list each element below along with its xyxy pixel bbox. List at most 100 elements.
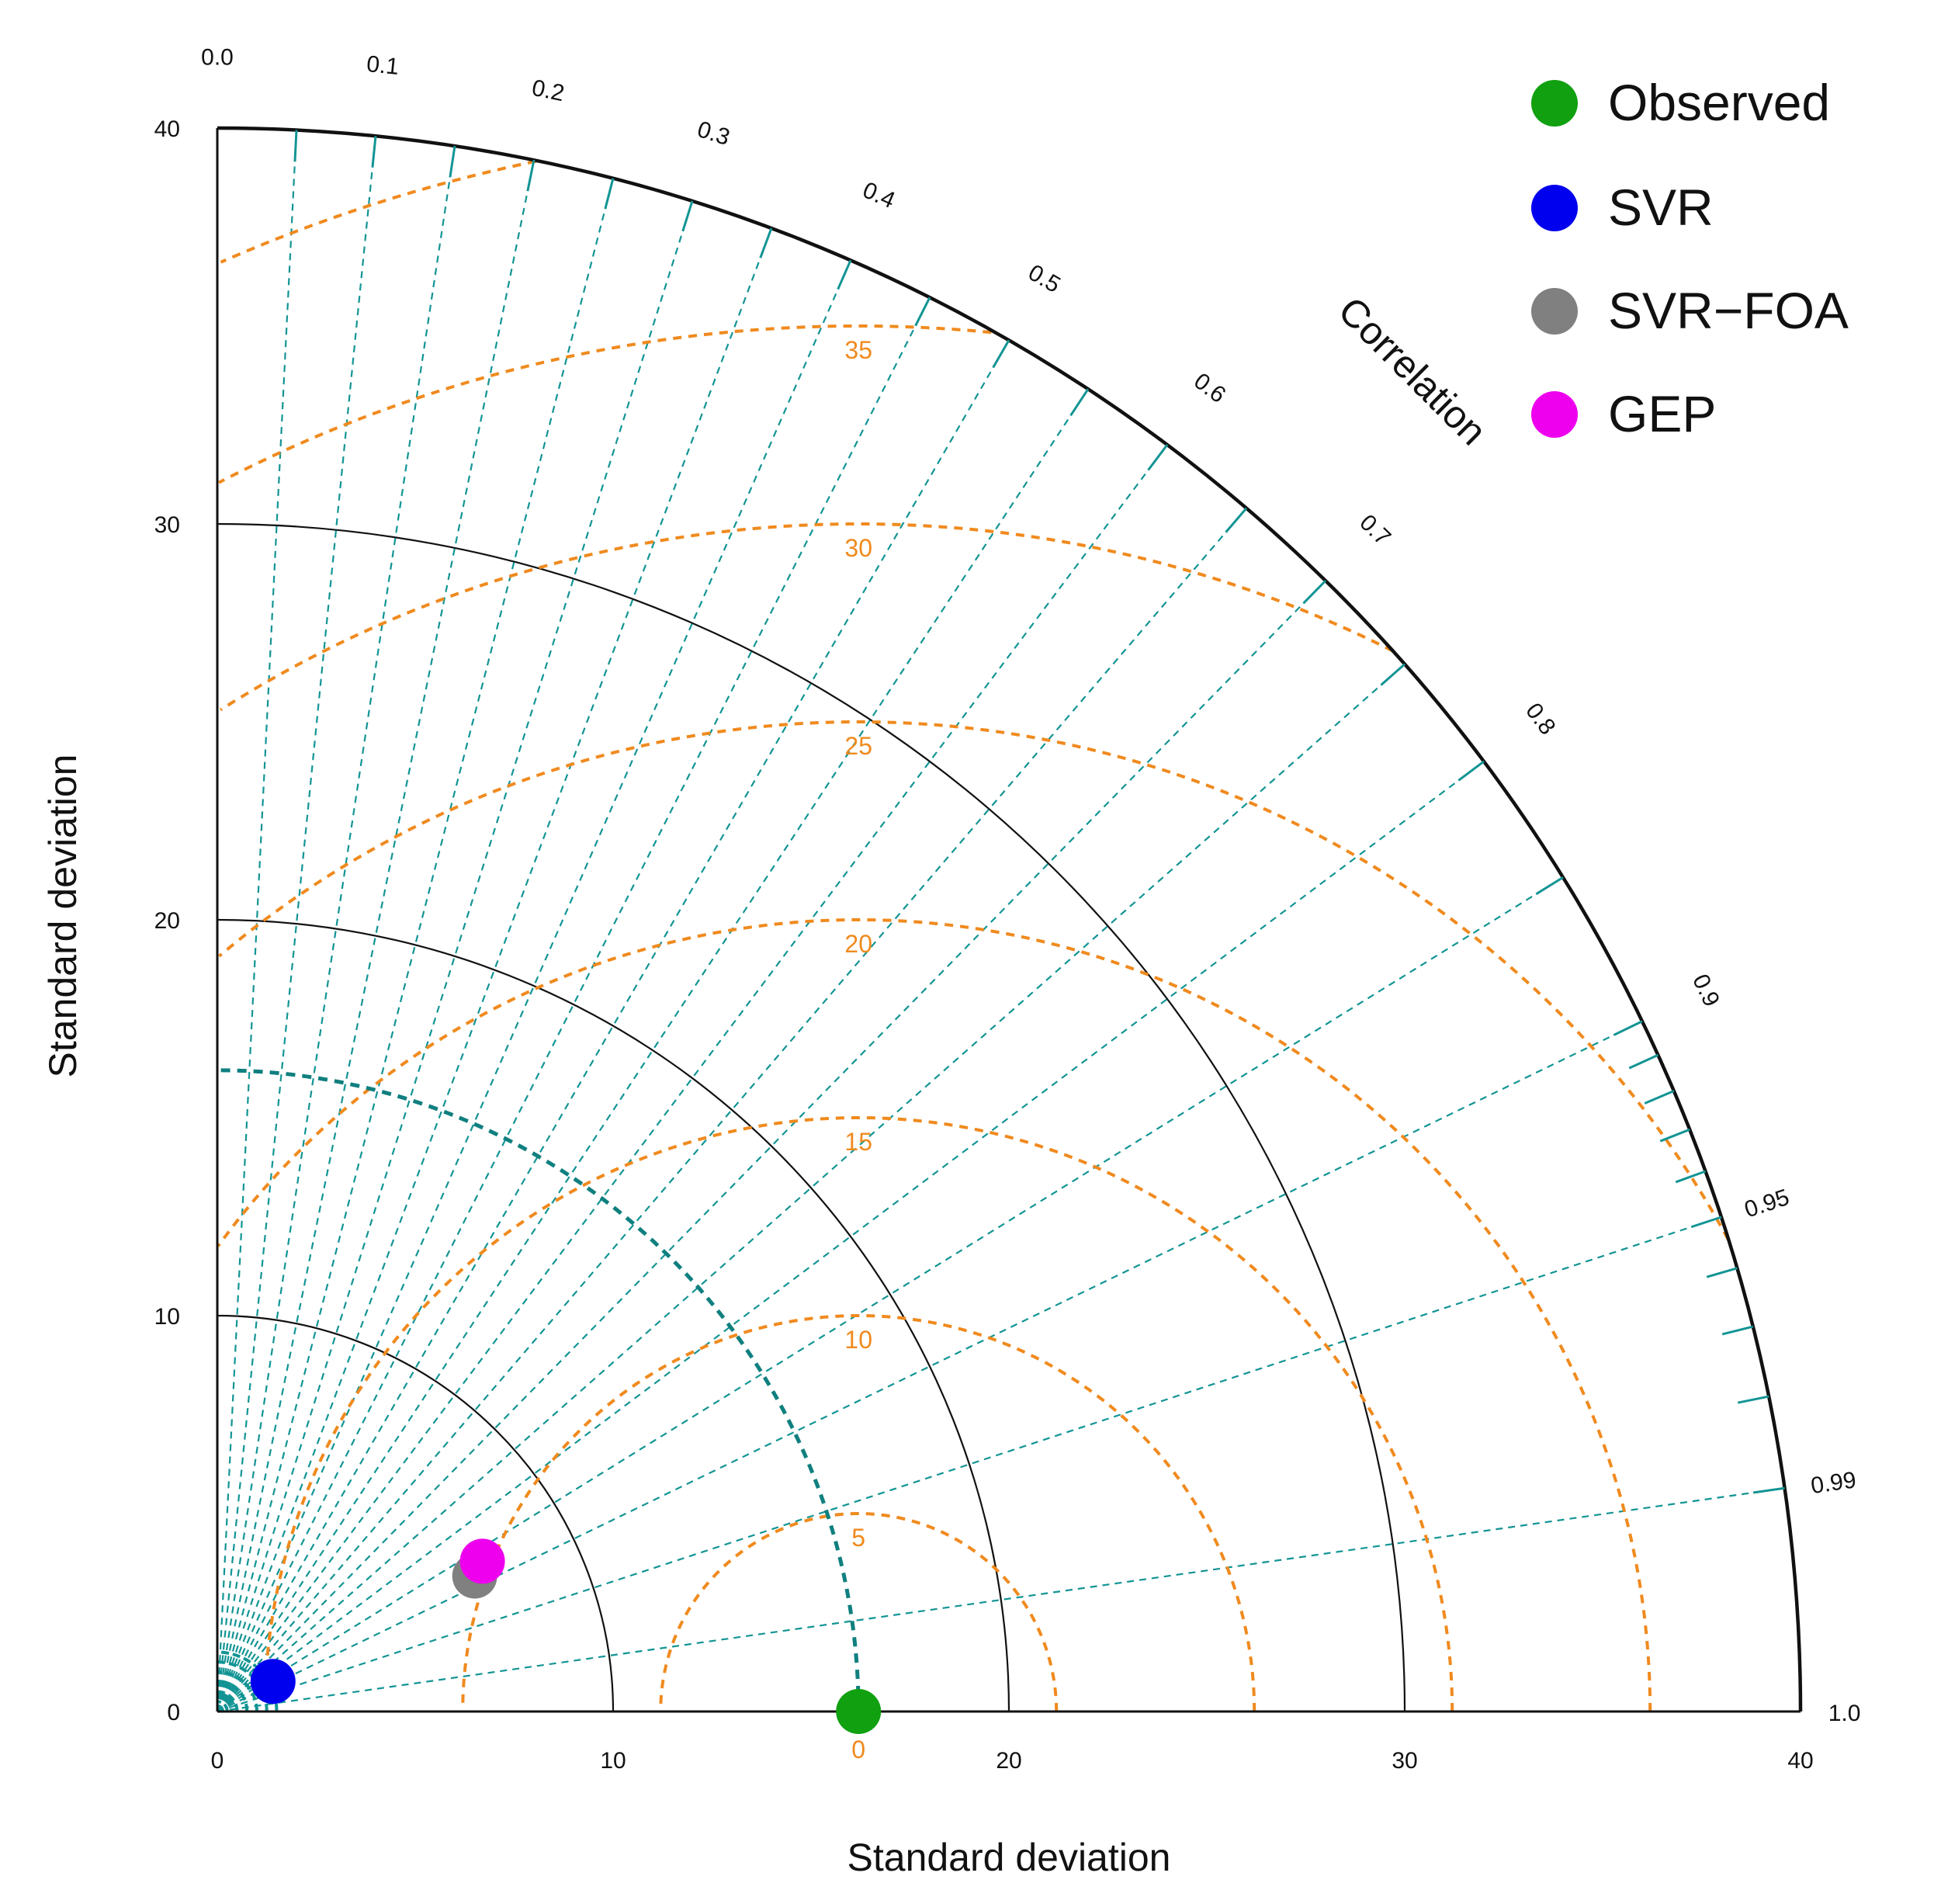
correlation-tick-label-0.0: 0.0 xyxy=(201,44,234,70)
correlation-tick-label-0.99: 0.99 xyxy=(1809,1467,1857,1499)
correlation-minor-tick-0.97 xyxy=(1721,1325,1754,1336)
correlation-tick-label-0.3: 0.3 xyxy=(695,116,733,151)
y-tick-label-10: 10 xyxy=(154,1304,180,1330)
correlation-line-0.7 xyxy=(217,580,1326,1712)
correlation-minor-tick-0.98 xyxy=(1737,1395,1769,1404)
inner-arc-2 xyxy=(217,1690,239,1712)
legend-marker-svr-foa xyxy=(1531,288,1578,335)
correlation-line-0.65 xyxy=(217,508,1247,1712)
rms-label-25: 25 xyxy=(844,732,872,760)
correlation-tick-label-0.4: 0.4 xyxy=(859,177,899,213)
rms-contour-30 xyxy=(220,522,1394,712)
correlation-line-0.8 xyxy=(217,761,1485,1712)
std-arc-10 xyxy=(217,1314,615,1712)
correlation-minor-tick-0.92 xyxy=(1644,1090,1675,1105)
legend-marker-svr xyxy=(1531,185,1578,231)
correlation-tick-0.75 xyxy=(1380,663,1405,686)
rms-label-30: 30 xyxy=(844,534,872,562)
correlation-tick-0.85 xyxy=(1535,876,1564,896)
correlation-line-0.4 xyxy=(216,259,852,1712)
rms-contour-5 xyxy=(659,1512,1059,1712)
correlation-tick-0.4 xyxy=(837,259,852,290)
correlation-tick-label-0.1: 0.1 xyxy=(366,51,400,80)
correlation-tick-0.6 xyxy=(1147,444,1169,471)
legend-marker-gep xyxy=(1531,391,1578,438)
correlation-tick-label-0.2: 0.2 xyxy=(529,75,566,107)
legend-label-observed: Observed xyxy=(1608,74,1830,131)
correlation-tick-0.45 xyxy=(914,297,931,327)
correlation-tick-label-0.6: 0.6 xyxy=(1189,368,1230,408)
rms-contour-10 xyxy=(461,1314,1256,1712)
std-arc-20 xyxy=(217,918,1010,1712)
x-tick-label-20: 20 xyxy=(996,1748,1021,1774)
correlation-tick-0.9 xyxy=(1613,1020,1643,1036)
correlation-minor-tick-0.96 xyxy=(1706,1267,1738,1278)
legend-label-svr: SVR xyxy=(1608,179,1714,236)
correlation-minor-tick-0.91 xyxy=(1628,1053,1659,1070)
correlation-line-0.1 xyxy=(216,136,377,1712)
correlation-tick-0.8 xyxy=(1457,760,1485,782)
correlation-tick-0.95 xyxy=(1690,1216,1722,1229)
y-tick-label-30: 30 xyxy=(154,512,180,538)
rms-contour-25 xyxy=(218,720,1730,1240)
data-points xyxy=(250,1538,882,1734)
rms-contour-20 xyxy=(217,917,1652,1712)
legend: Observed SVR SVR−FOA GEP xyxy=(1531,74,1849,442)
rms-label-35: 35 xyxy=(844,336,872,364)
reference-std-arc xyxy=(217,1068,861,1712)
correlation-line-0.85 xyxy=(217,876,1564,1712)
rms-label-10: 10 xyxy=(844,1326,872,1354)
correlation-line-0.95 xyxy=(217,1216,1722,1713)
correlation-line-0.05 xyxy=(216,130,298,1712)
rms-contours: 0510152025303540 xyxy=(217,159,1730,1764)
inner-arc-3 xyxy=(217,1680,249,1712)
correlation-tick-label-0.8: 0.8 xyxy=(1520,699,1560,740)
correlation-tick-0.3 xyxy=(681,200,694,232)
correlation-line-0.5 xyxy=(217,339,1010,1712)
y-tick-label-0: 0 xyxy=(167,1700,180,1725)
correlation-tick-0.55 xyxy=(1069,388,1090,417)
correlation-tick-0.15 xyxy=(449,145,456,178)
std-arcs xyxy=(217,522,1406,1712)
y-tick-label-20: 20 xyxy=(154,908,180,934)
rms-label-0: 0 xyxy=(851,1736,865,1764)
correlation-tick-0.7 xyxy=(1302,580,1327,605)
correlation-tick-0.05 xyxy=(293,130,298,162)
rms-label-15: 15 xyxy=(844,1128,872,1156)
rms-contour-40 xyxy=(220,159,537,264)
rms-contour-15 xyxy=(263,1115,1454,1712)
correlation-line-0.55 xyxy=(217,388,1089,1712)
correlation-tick-0.25 xyxy=(604,178,615,210)
std-arc-30 xyxy=(217,522,1406,1712)
x-tick-label-30: 30 xyxy=(1392,1748,1417,1774)
correlation-tick-0.5 xyxy=(992,339,1010,369)
correlation-axis-title: Correlation xyxy=(1330,289,1496,454)
correlation-minor-tick-0.94 xyxy=(1675,1170,1707,1184)
correlation-line-0.35 xyxy=(216,227,773,1712)
correlation-line-0.25 xyxy=(216,178,615,1712)
correlation-tick-label-0.5: 0.5 xyxy=(1024,260,1065,298)
rms-label-20: 20 xyxy=(844,930,872,958)
frame xyxy=(216,126,1803,1713)
correlation-tick-label-0.7: 0.7 xyxy=(1354,510,1395,551)
correlation-line-0.99 xyxy=(217,1487,1785,1713)
correlation-line-0.45 xyxy=(217,297,931,1712)
point-svr xyxy=(250,1659,296,1705)
correlation-tick-0.2 xyxy=(526,159,536,192)
reference-arc xyxy=(217,1068,861,1712)
correlation-line-0.6 xyxy=(217,444,1168,1712)
correlation-tick-0.35 xyxy=(759,227,773,258)
outer-arc xyxy=(217,126,1803,1712)
correlation-tick-0.99 xyxy=(1752,1486,1785,1494)
correlation-tick-0.65 xyxy=(1225,507,1248,533)
rms-contour-35 xyxy=(218,324,992,484)
correlation-line-0.3 xyxy=(216,200,694,1712)
y-tick-label-40: 40 xyxy=(154,116,180,142)
x-axis-title: Standard deviation xyxy=(847,1836,1171,1879)
correlation-lines xyxy=(216,130,1785,1713)
point-gep xyxy=(459,1538,505,1584)
legend-marker-observed xyxy=(1531,80,1578,127)
correlation-line-0.75 xyxy=(217,663,1405,1712)
correlation-tick-label-0.95: 0.95 xyxy=(1742,1184,1793,1223)
